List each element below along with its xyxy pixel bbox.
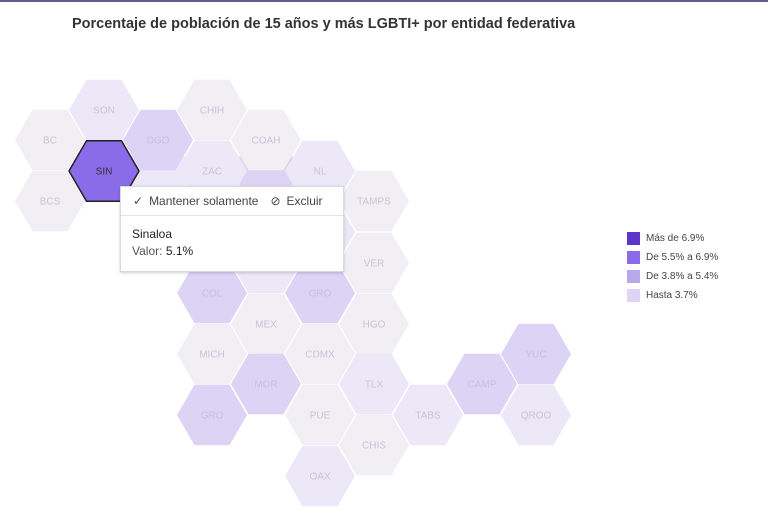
hex-tile-mex[interactable] <box>231 293 301 355</box>
chart-title: Porcentaje de población de 15 años y más… <box>72 16 576 32</box>
keep-only-button[interactable]: ✓ Mantener solamente <box>133 194 258 208</box>
hex-label-nl: NL <box>314 167 327 178</box>
legend-swatch <box>627 289 640 302</box>
hex-label-coah: COAH <box>252 136 281 147</box>
hex-label-mor: MOR <box>254 380 277 391</box>
hex-tile-camp[interactable] <box>447 353 517 415</box>
hex-label-pue: PUE <box>310 411 331 422</box>
legend-label: De 3.8% a 5.4% <box>646 271 719 282</box>
legend-item[interactable]: Más de 6.9% <box>627 229 718 248</box>
tooltip-state-name: Sinaloa <box>132 227 173 241</box>
hex-tile-pue[interactable] <box>285 384 355 446</box>
hex-label-mex: MEX <box>255 320 277 331</box>
hex-label-oax: OAX <box>309 472 330 483</box>
hex-label-chih: CHIH <box>200 106 224 117</box>
hex-label-cdmx: CDMX <box>305 350 335 361</box>
legend-label: Hasta 3.7% <box>646 290 698 301</box>
hex-tile-hgo[interactable] <box>339 293 409 355</box>
hex-tile-bc[interactable] <box>15 109 85 171</box>
hex-label-yuc: YUC <box>525 350 546 361</box>
hex-label-col: COL <box>202 289 223 300</box>
hex-label-qroo: QROO <box>521 411 552 422</box>
hex-tile-yuc[interactable] <box>501 323 571 385</box>
exclude-button[interactable]: ⊘ Excluir <box>270 194 322 208</box>
hex-tile-mor[interactable] <box>231 353 301 415</box>
legend-swatch <box>627 270 640 283</box>
hex-label-sin: SIN <box>96 167 113 178</box>
exclude-icon: ⊘ <box>270 194 281 208</box>
hex-tile-chis[interactable] <box>339 414 409 476</box>
tooltip-value-row: Valor: 5.1% <box>132 244 193 258</box>
hex-tile-dgo[interactable] <box>123 109 193 171</box>
hex-tile-ver[interactable] <box>339 232 409 294</box>
hex-label-tamps: TAMPS <box>357 197 391 208</box>
hex-label-tabs: TABS <box>415 411 441 422</box>
top-accent-line <box>0 0 768 2</box>
hex-label-mich: MICH <box>199 350 225 361</box>
hex-label-chis: CHIS <box>362 441 386 452</box>
hex-label-dgo: DGO <box>147 136 170 147</box>
legend-swatch <box>627 251 640 264</box>
hex-label-tlx: TLX <box>365 380 384 391</box>
hex-tile-bcs[interactable] <box>15 170 85 232</box>
hex-label-bc: BC <box>43 136 57 147</box>
hex-tile-cdmx[interactable] <box>285 323 355 385</box>
hex-tile-chih[interactable] <box>177 79 247 141</box>
hex-tile-col[interactable] <box>177 262 247 324</box>
hex-label-hgo: HGO <box>363 320 386 331</box>
tooltip-actions: ✓ Mantener solamente ⊘ Excluir <box>121 187 343 216</box>
keep-only-label: Mantener solamente <box>149 194 259 208</box>
legend: Más de 6.9% De 5.5% a 6.9% De 3.8% a 5.4… <box>627 229 718 305</box>
hex-tile-mich[interactable] <box>177 323 247 385</box>
check-icon: ✓ <box>133 194 144 208</box>
hex-label-zac: ZAC <box>202 167 222 178</box>
hex-label-gro: GRO <box>201 411 224 422</box>
hex-tile-coah[interactable] <box>231 109 301 171</box>
hex-label-gro: GRO <box>309 289 332 300</box>
legend-swatch <box>627 232 640 245</box>
tooltip-value-label: Valor: <box>132 244 163 258</box>
hex-tile-gro[interactable] <box>285 262 355 324</box>
hex-tile-tlx[interactable] <box>339 353 409 415</box>
hex-tile-son[interactable] <box>69 79 139 141</box>
hex-tile-gro[interactable] <box>177 384 247 446</box>
hex-label-ver: VER <box>364 259 385 270</box>
tooltip: ✓ Mantener solamente ⊘ Excluir Sinaloa V… <box>120 186 344 272</box>
legend-label: Más de 6.9% <box>646 233 705 244</box>
legend-label: De 5.5% a 6.9% <box>646 252 719 263</box>
hex-label-camp: CAMP <box>468 380 497 391</box>
hex-tile-tabs[interactable] <box>393 384 463 446</box>
hex-label-bcs: BCS <box>40 197 61 208</box>
legend-item[interactable]: De 3.8% a 5.4% <box>627 267 718 286</box>
legend-item[interactable]: De 5.5% a 6.9% <box>627 248 718 267</box>
hex-tile-oax[interactable] <box>285 445 355 507</box>
legend-item[interactable]: Hasta 3.7% <box>627 286 718 305</box>
hex-label-son: SON <box>93 106 115 117</box>
exclude-label: Excluir <box>286 194 323 208</box>
hex-tile-tamps[interactable] <box>339 170 409 232</box>
tooltip-value: 5.1% <box>165 244 194 258</box>
hex-tile-qroo[interactable] <box>501 384 571 446</box>
